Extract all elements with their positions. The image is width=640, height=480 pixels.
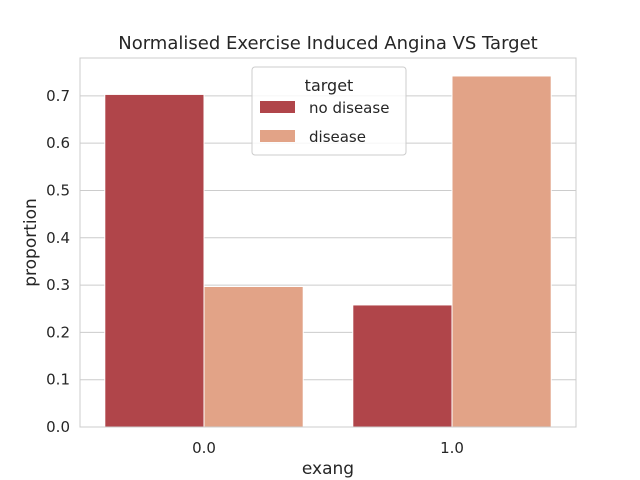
chart-title: Normalised Exercise Induced Angina VS Ta… xyxy=(118,33,537,54)
y-tick-label: 0.2 xyxy=(46,323,70,341)
x-tick-label: 0.0 xyxy=(192,439,216,457)
y-tick-label: 0.6 xyxy=(46,134,70,152)
y-tick-label: 0.4 xyxy=(46,229,70,247)
bar-disease-1.0 xyxy=(451,75,552,428)
legend: target no disease disease xyxy=(251,66,407,156)
plot-frame xyxy=(79,57,577,428)
legend-label: disease xyxy=(309,128,366,146)
legend-title: target xyxy=(305,76,354,95)
legend-swatch xyxy=(260,101,295,113)
legend-label: no disease xyxy=(309,99,389,117)
bar-no-disease-1.0 xyxy=(352,304,453,428)
y-tick-labels: 0.0 0.1 0.2 0.3 0.4 0.5 0.6 0.7 xyxy=(46,87,70,436)
y-axis-label: proportion xyxy=(21,198,41,287)
legend-swatch xyxy=(260,130,295,142)
bar-no-disease-0.0 xyxy=(104,93,205,428)
y-tick-label: 0.5 xyxy=(46,181,70,199)
y-tick-label: 0.7 xyxy=(46,87,70,105)
bars xyxy=(104,75,552,428)
y-tick-label: 0.3 xyxy=(46,276,70,294)
bar-disease-0.0 xyxy=(203,285,304,428)
x-tick-label: 1.0 xyxy=(440,439,464,457)
y-tick-label: 0.0 xyxy=(46,418,70,436)
x-tick-labels: 0.0 1.0 xyxy=(192,439,464,457)
y-tick-label: 0.1 xyxy=(46,371,70,389)
x-axis-label: exang xyxy=(302,459,354,479)
